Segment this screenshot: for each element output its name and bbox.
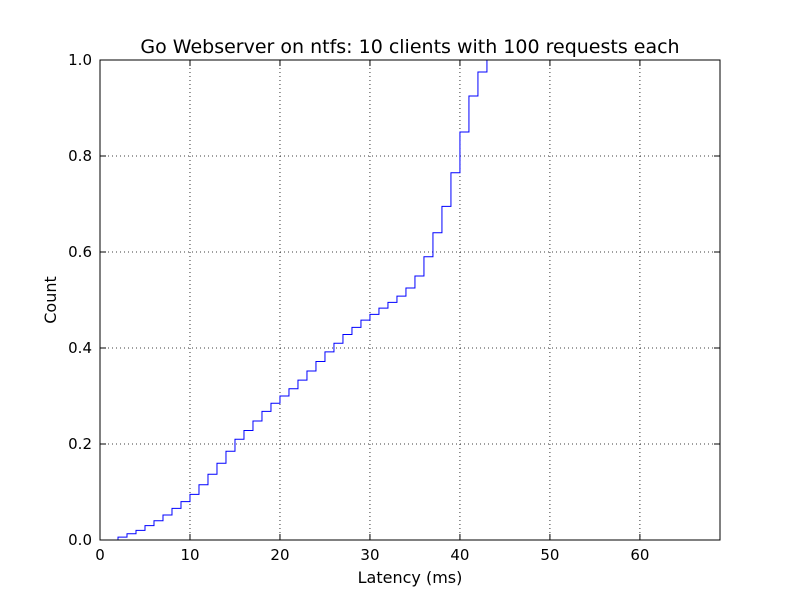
x-tick-label-0: 0 [95, 546, 105, 564]
x-tick-label-6: 60 [630, 546, 649, 564]
chart-title: Go Webserver on ntfs: 10 clients with 10… [140, 36, 679, 58]
y-tick-label-4: 0.8 [68, 147, 92, 165]
y-axis-label: Count [41, 276, 60, 324]
y-axis-ticks: 0.0 0.2 0.4 0.6 0.8 1.0 [68, 51, 720, 549]
y-tick-label-2: 0.4 [68, 339, 92, 357]
x-axis-label: Latency (ms) [358, 568, 463, 587]
x-tick-label-5: 50 [540, 546, 559, 564]
y-tick-label-3: 0.6 [68, 243, 92, 261]
plot-frame [99, 59, 721, 541]
series-line-0 [108, 60, 488, 541]
x-tick-label-1: 10 [180, 546, 199, 564]
y-tick-label-0: 0.0 [68, 531, 92, 549]
y-tick-label-5: 1.0 [68, 51, 92, 69]
x-tick-label-3: 30 [360, 546, 379, 564]
series-group [108, 60, 488, 541]
x-axis-ticks: 0 10 20 30 40 50 60 [95, 60, 649, 564]
grid-lines [99, 59, 720, 541]
y-tick-label-1: 0.2 [68, 435, 92, 453]
x-tick-label-4: 40 [450, 546, 469, 564]
x-tick-label-2: 20 [270, 546, 289, 564]
